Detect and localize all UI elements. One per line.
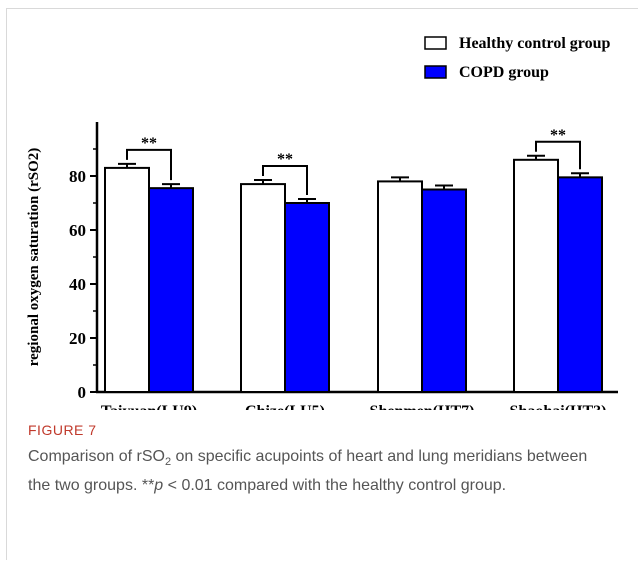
x-tick-label: Taiyuan(LU9) <box>101 403 197 410</box>
caption-text-part: on specific acupoints of heart and lung … <box>28 448 588 495</box>
bar-healthy <box>377 180 423 393</box>
bar-copd <box>148 187 194 393</box>
bar-healthy <box>513 158 559 393</box>
y-tick-label: 40 <box>69 275 86 294</box>
significance-bracket <box>535 140 581 170</box>
significance-label: ** <box>550 127 566 144</box>
significance-label: ** <box>277 151 293 168</box>
legend-swatch-healthy <box>424 36 447 50</box>
bar-healthy <box>240 183 286 393</box>
significance-bracket <box>262 165 308 195</box>
bar-copd <box>284 202 330 393</box>
x-tick-label: Shenmen(HT7) <box>370 403 475 410</box>
x-tick-label: Shaohai(HT3) <box>510 403 607 410</box>
significance-bracket <box>126 148 172 181</box>
caption-text-part: < 0.01 compared with the healthy control… <box>163 477 507 495</box>
bar-copd <box>421 188 467 393</box>
y-tick-label: 60 <box>69 221 86 240</box>
legend-label-copd: COPD group <box>459 64 549 81</box>
legend-swatch-copd <box>424 65 447 79</box>
caption-subscript: 2 <box>164 456 172 469</box>
figure-caption: Comparison of rSO2 on specific acupoints… <box>28 445 608 497</box>
caption-text-part: Comparison of rSO <box>28 448 165 465</box>
legend-label-healthy: Healthy control group <box>459 35 611 52</box>
y-tick-label: 0 <box>78 383 87 402</box>
figure-frame-left <box>6 8 7 560</box>
bar-copd <box>557 176 603 393</box>
bar-healthy <box>104 166 150 393</box>
significance-label: ** <box>141 135 157 152</box>
y-tick-label: 80 <box>69 167 86 186</box>
caption-italic-p: p <box>154 477 164 495</box>
bar-chart: 0 20 40 60 80 regional oxygen saturation (rSO… <box>26 35 618 410</box>
y-axis-label: regional oxygen saturation (rSO2) <box>26 148 42 366</box>
figure-label: FIGURE 7 <box>28 422 97 438</box>
y-tick-label: 20 <box>69 329 86 348</box>
figure-frame-top <box>6 8 638 9</box>
x-tick-label: Chize(LU5) <box>245 403 325 410</box>
